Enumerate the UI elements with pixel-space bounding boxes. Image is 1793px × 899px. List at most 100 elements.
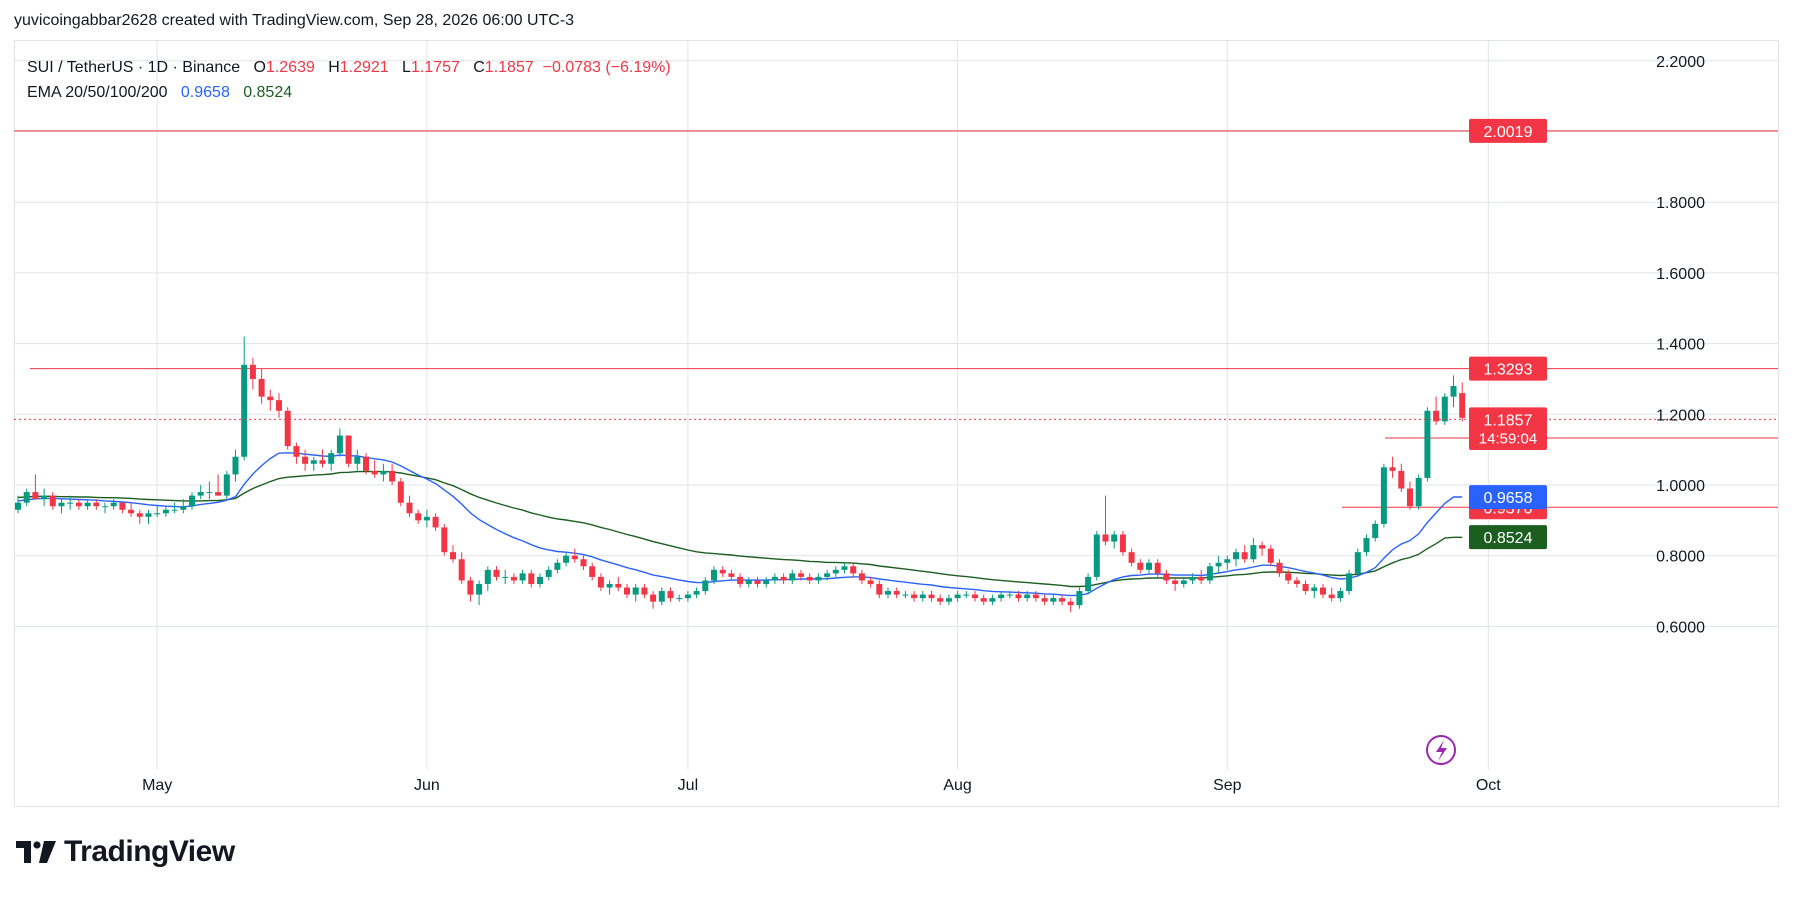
candle-down[interactable] bbox=[858, 569, 865, 584]
candle-down[interactable] bbox=[1241, 545, 1248, 563]
candle-up[interactable] bbox=[902, 591, 909, 599]
candle-down[interactable] bbox=[1198, 569, 1205, 584]
candle-up[interactable] bbox=[1450, 375, 1457, 408]
candle-down[interactable] bbox=[75, 499, 82, 510]
candle-down[interactable] bbox=[528, 569, 535, 588]
candle-up[interactable] bbox=[162, 506, 169, 517]
candle-down[interactable] bbox=[780, 573, 787, 584]
candle-up[interactable] bbox=[763, 576, 770, 588]
candle-up[interactable] bbox=[1111, 530, 1118, 549]
candle-up[interactable] bbox=[519, 569, 526, 584]
candle-down[interactable] bbox=[1285, 569, 1292, 584]
candle-down[interactable] bbox=[667, 587, 674, 602]
candle-down[interactable] bbox=[589, 562, 596, 581]
candle-up[interactable] bbox=[998, 591, 1005, 602]
candle-down[interactable] bbox=[650, 591, 657, 609]
candle-up[interactable] bbox=[1006, 591, 1013, 599]
candle-up[interactable] bbox=[15, 495, 21, 514]
candle-up[interactable] bbox=[1189, 573, 1196, 584]
candle-down[interactable] bbox=[1267, 545, 1274, 567]
candle-down[interactable] bbox=[1059, 594, 1065, 606]
candle-down[interactable] bbox=[1276, 559, 1283, 577]
candle-up[interactable] bbox=[1311, 583, 1318, 599]
candle-down[interactable] bbox=[458, 552, 465, 584]
candle-up[interactable] bbox=[963, 591, 970, 599]
candle-up[interactable] bbox=[206, 481, 213, 500]
candle-down[interactable] bbox=[284, 407, 291, 450]
candle-up[interactable] bbox=[545, 566, 552, 581]
candle-down[interactable] bbox=[441, 523, 448, 556]
candle-up[interactable] bbox=[954, 591, 961, 602]
candle-up[interactable] bbox=[476, 580, 483, 606]
candle-down[interactable] bbox=[1459, 382, 1466, 422]
candle-up[interactable] bbox=[180, 499, 187, 514]
candle-down[interactable] bbox=[467, 576, 474, 602]
candle-down[interactable] bbox=[928, 591, 935, 602]
candle-up[interactable] bbox=[632, 583, 639, 602]
candle-down[interactable] bbox=[450, 545, 456, 563]
candle-down[interactable] bbox=[1293, 576, 1300, 588]
candle-down[interactable] bbox=[319, 449, 326, 468]
candle-up[interactable] bbox=[58, 499, 65, 514]
candle-up[interactable] bbox=[832, 566, 839, 577]
candle-down[interactable] bbox=[1328, 587, 1335, 602]
candle-up[interactable] bbox=[1346, 569, 1353, 595]
candle-up[interactable] bbox=[554, 559, 561, 574]
candle-up[interactable] bbox=[223, 470, 230, 500]
candle-up[interactable] bbox=[67, 495, 74, 510]
candle-down[interactable] bbox=[1407, 481, 1413, 510]
candle-down[interactable] bbox=[1032, 591, 1039, 602]
candle-down[interactable] bbox=[1128, 548, 1135, 567]
candle-down[interactable] bbox=[798, 569, 804, 581]
candle-down[interactable] bbox=[510, 573, 517, 584]
candle-up[interactable] bbox=[1206, 562, 1213, 584]
candle-down[interactable] bbox=[493, 566, 500, 581]
tradingview-logo[interactable]: TradingView bbox=[16, 835, 235, 869]
candle-up[interactable] bbox=[336, 428, 343, 457]
candle-up[interactable] bbox=[684, 591, 691, 602]
candle-down[interactable] bbox=[615, 576, 622, 592]
candle-down[interactable] bbox=[415, 509, 422, 524]
candle-down[interactable] bbox=[1137, 559, 1144, 574]
candle-down[interactable] bbox=[1041, 594, 1048, 606]
candle-up[interactable] bbox=[1146, 559, 1152, 574]
candle-up[interactable] bbox=[1354, 548, 1361, 577]
candle-up[interactable] bbox=[1215, 555, 1222, 574]
candle-down[interactable] bbox=[215, 474, 222, 496]
candle-up[interactable] bbox=[310, 456, 317, 471]
candle-up[interactable] bbox=[1372, 520, 1379, 542]
ema-label[interactable]: EMA 20/50/100/200 bbox=[27, 84, 168, 101]
candle-down[interactable] bbox=[249, 357, 256, 390]
candle-up[interactable] bbox=[711, 566, 717, 584]
candle-up[interactable] bbox=[232, 449, 239, 482]
candle-up[interactable] bbox=[563, 552, 570, 567]
candle-down[interactable] bbox=[580, 555, 587, 570]
candle-up[interactable] bbox=[1415, 474, 1422, 510]
candle-down[interactable] bbox=[624, 583, 630, 599]
candle-up[interactable] bbox=[1363, 534, 1370, 556]
candle-up[interactable] bbox=[841, 562, 848, 574]
candle-up[interactable] bbox=[945, 594, 952, 606]
candle-up[interactable] bbox=[502, 569, 509, 584]
candle-up[interactable] bbox=[1076, 587, 1083, 609]
level-price-tag[interactable]: 1.3293 bbox=[1469, 356, 1547, 381]
candle-down[interactable] bbox=[737, 573, 744, 588]
candle-up[interactable] bbox=[789, 569, 796, 584]
candle-up[interactable] bbox=[676, 594, 683, 602]
candle-up[interactable] bbox=[1337, 587, 1344, 602]
candle-up[interactable] bbox=[745, 576, 752, 588]
candle-down[interactable] bbox=[119, 502, 126, 514]
alert-icon[interactable] bbox=[1426, 735, 1456, 765]
candle-down[interactable] bbox=[806, 573, 813, 584]
candle-down[interactable] bbox=[406, 495, 413, 517]
candle-down[interactable] bbox=[49, 492, 56, 510]
candle-down[interactable] bbox=[850, 562, 857, 577]
candle-up[interactable] bbox=[1224, 555, 1231, 570]
candle-up[interactable] bbox=[241, 336, 248, 461]
ema20-price-tag[interactable]: 0.9658 bbox=[1469, 485, 1547, 510]
candle-up[interactable] bbox=[328, 449, 335, 471]
candle-up[interactable] bbox=[354, 449, 361, 471]
candle-down[interactable] bbox=[389, 463, 396, 485]
